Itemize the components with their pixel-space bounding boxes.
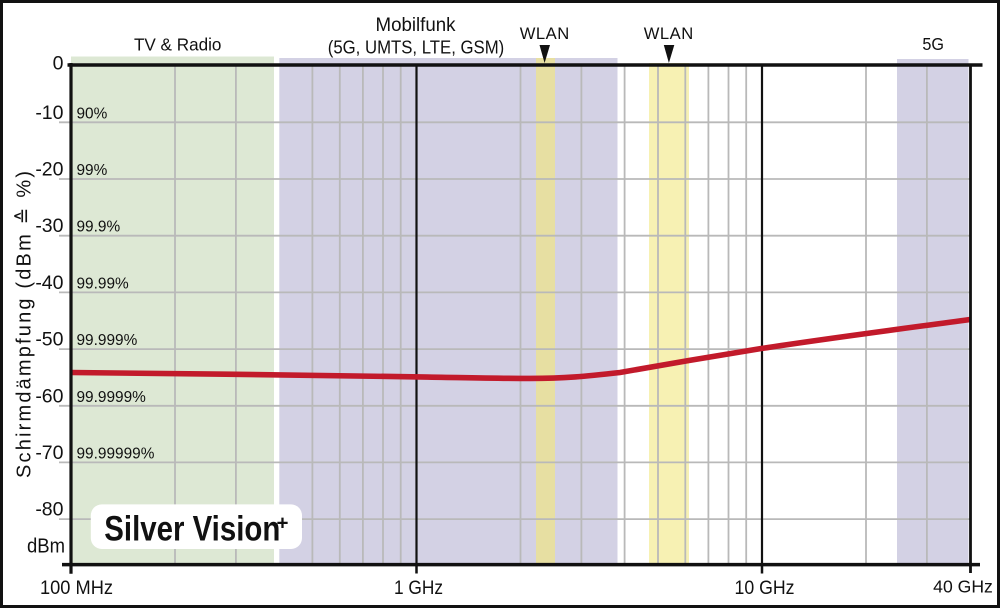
svg-text:-60: -60 bbox=[35, 385, 63, 407]
svg-text:-30: -30 bbox=[35, 215, 63, 237]
svg-text:Mobilfunk: Mobilfunk bbox=[376, 14, 456, 36]
svg-text:-70: -70 bbox=[35, 442, 63, 464]
svg-text:99%: 99% bbox=[77, 162, 108, 179]
svg-text:0: 0 bbox=[53, 53, 64, 75]
svg-text:99.999%: 99.999% bbox=[77, 332, 138, 349]
svg-text:99.9999%: 99.9999% bbox=[77, 389, 147, 406]
svg-text:99.99%: 99.99% bbox=[77, 275, 130, 292]
svg-text:-50: -50 bbox=[35, 329, 63, 351]
svg-text:5G: 5G bbox=[922, 34, 944, 54]
svg-text:1 GHz: 1 GHz bbox=[394, 578, 443, 599]
svg-text:10 GHz: 10 GHz bbox=[735, 578, 795, 599]
svg-text:-10: -10 bbox=[35, 102, 63, 124]
svg-text:-80: -80 bbox=[35, 499, 63, 521]
svg-text:(5G, UMTS, LTE, GSM): (5G, UMTS, LTE, GSM) bbox=[328, 37, 505, 58]
svg-text:-40: -40 bbox=[35, 272, 63, 294]
svg-text:Silver Vision: Silver Vision bbox=[104, 509, 280, 548]
svg-text:WLAN: WLAN bbox=[520, 24, 570, 43]
svg-text:40 GHz: 40 GHz bbox=[933, 577, 993, 597]
svg-text:WLAN: WLAN bbox=[644, 24, 694, 43]
svg-text:-20: -20 bbox=[35, 159, 63, 181]
svg-text:99.9%: 99.9% bbox=[77, 219, 121, 236]
svg-text:99.99999%: 99.99999% bbox=[77, 445, 155, 462]
svg-text:+: + bbox=[277, 511, 289, 534]
svg-text:TV & Radio: TV & Radio bbox=[134, 34, 222, 54]
svg-text:90%: 90% bbox=[77, 105, 108, 122]
svg-text:100 MHz: 100 MHz bbox=[40, 578, 113, 599]
svg-text:dBm: dBm bbox=[27, 536, 65, 558]
